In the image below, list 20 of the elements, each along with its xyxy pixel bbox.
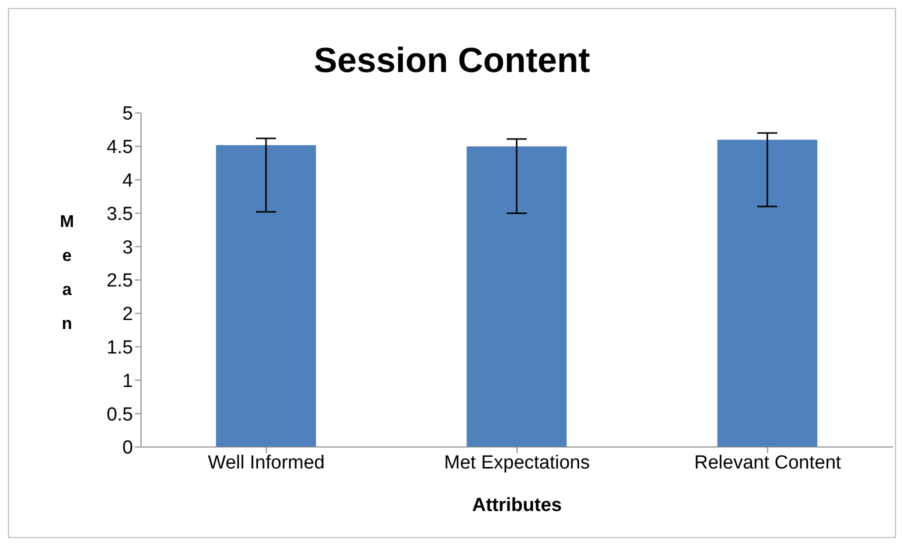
y-tick-label: 5 [122, 104, 133, 125]
y-tick-label: 2 [122, 304, 133, 326]
y-tick-label: 3.5 [106, 204, 133, 225]
y-tick-label: 1 [122, 370, 133, 392]
y-tick-label: 4 [122, 170, 134, 192]
bar [717, 140, 818, 447]
y-axis-title: Mean [60, 212, 74, 333]
x-axis-title: Attributes [472, 495, 562, 516]
chart-title: Session Content [312, 41, 592, 81]
y-tick-label: 2.5 [106, 270, 133, 292]
y-tick-label: 1.5 [106, 338, 133, 359]
bar [216, 145, 316, 447]
x-tick-label: Well Informed [208, 452, 325, 474]
y-tick-label: 0.5 [106, 404, 133, 426]
x-tick-label: Met Expectations [444, 452, 590, 474]
y-tick-label: 0 [122, 438, 133, 459]
y-tick-label: 4.5 [106, 137, 133, 158]
bar [466, 146, 567, 447]
y-tick-label: 3 [122, 237, 133, 258]
x-tick-label: Relevant Content [694, 452, 842, 474]
